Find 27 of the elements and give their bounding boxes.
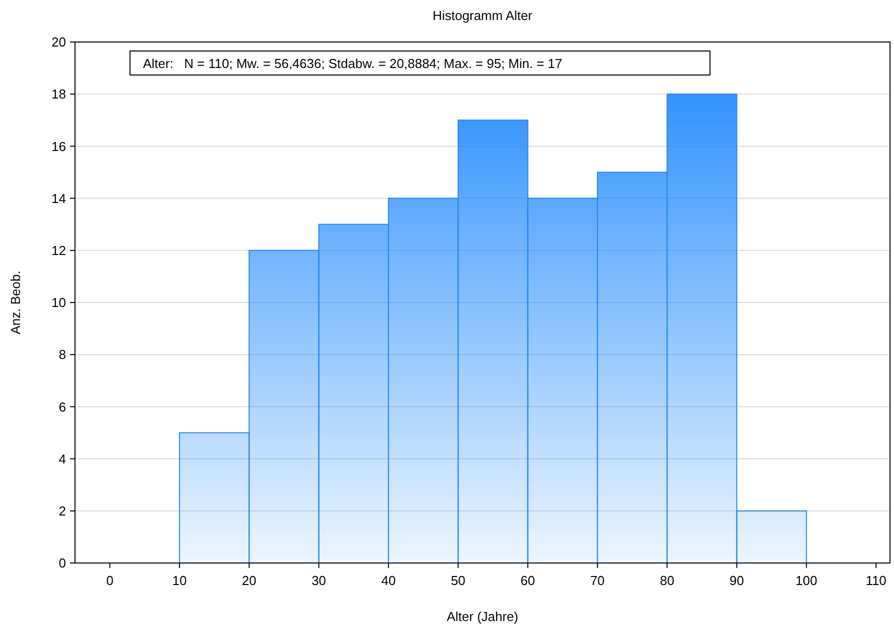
y-tick-label: 10 xyxy=(52,295,66,310)
y-tick-label: 0 xyxy=(58,556,66,571)
y-tick-label: 4 xyxy=(58,451,66,466)
x-tick-label: 40 xyxy=(381,573,396,588)
x-tick-label: 90 xyxy=(730,573,744,588)
x-tick-label: 0 xyxy=(106,573,114,588)
y-tick-label: 20 xyxy=(52,34,66,50)
x-tick-label: 50 xyxy=(450,573,466,588)
y-tick-label: 2 xyxy=(58,503,66,518)
x-tick-label: 100 xyxy=(796,573,818,588)
chart-title: Histogramm Alter xyxy=(432,8,534,23)
y-tick-label: 12 xyxy=(52,242,66,258)
y-axis-title: Anz. Beob. xyxy=(8,270,23,334)
x-tick-label: 110 xyxy=(866,573,886,588)
y-tick-label: 18 xyxy=(52,86,66,102)
x-tick-label: 30 xyxy=(312,573,326,588)
x-tick-label: 20 xyxy=(242,573,256,588)
x-tick-label: 10 xyxy=(172,573,187,588)
y-tick-label: 14 xyxy=(52,190,66,206)
x-tick-label: 80 xyxy=(660,573,674,588)
x-axis-title: Alter (Jahre) xyxy=(446,609,518,624)
x-tick-label: 60 xyxy=(520,573,536,588)
y-tick-label: 8 xyxy=(58,347,66,362)
annotation: Alter: N = 110; Mw. = 56,4636; Stdabw. = 20,8884; Max. = 95; Min. = 17 xyxy=(143,56,562,71)
x-tick-label: 70 xyxy=(590,573,605,588)
y-tick-label: 6 xyxy=(58,399,66,414)
y-tick-label: 16 xyxy=(52,138,66,154)
